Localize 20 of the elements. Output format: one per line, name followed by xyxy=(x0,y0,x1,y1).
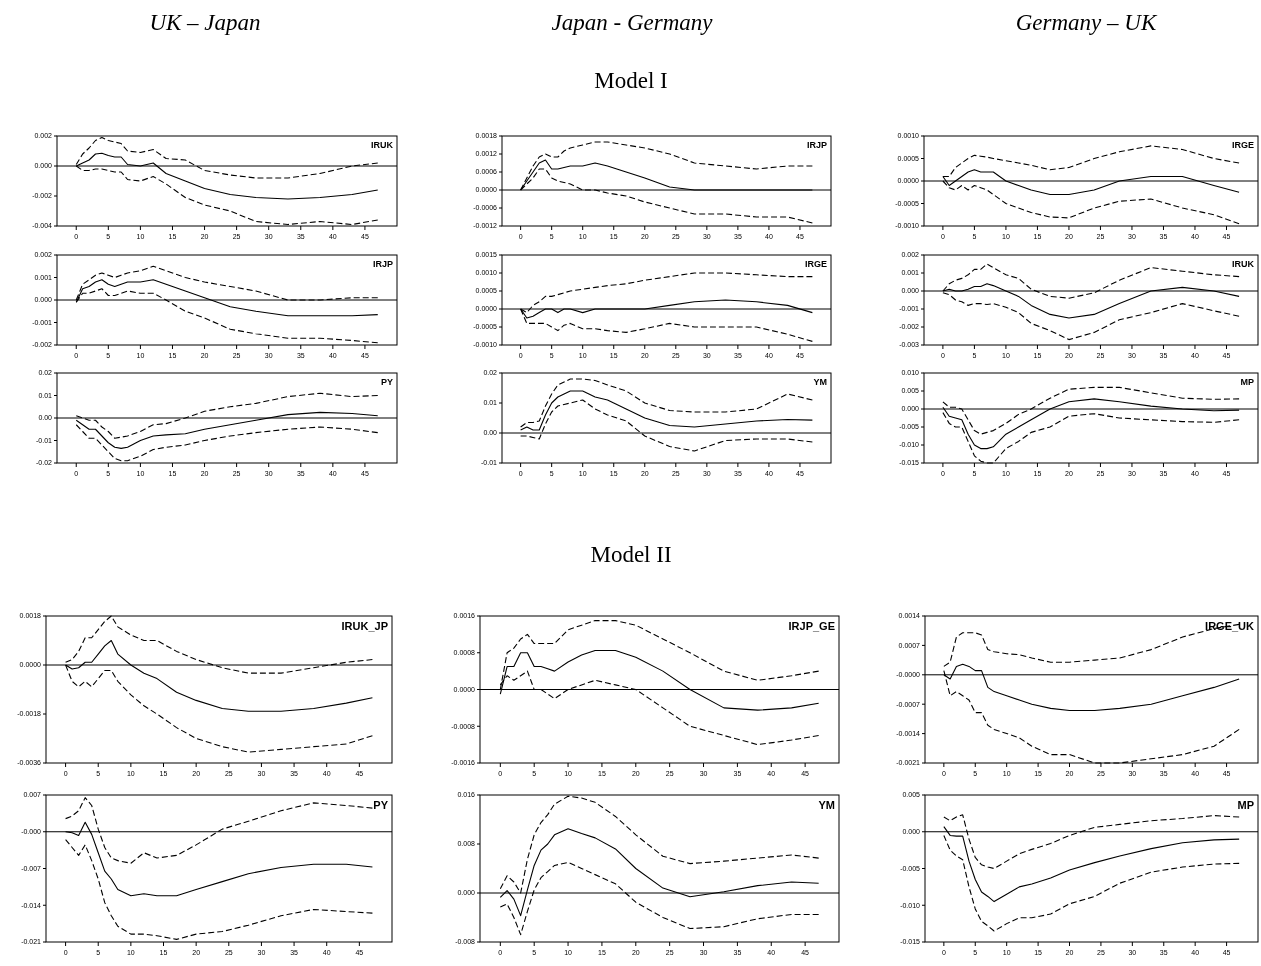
text: Model II xyxy=(590,542,672,567)
chart-title: PY xyxy=(380,377,393,387)
chart-title: IRJP xyxy=(372,259,393,269)
chart-title: IRJP_GE xyxy=(788,620,835,632)
chart-title: YM xyxy=(813,377,827,387)
chart-title: IRGE_UK xyxy=(1205,620,1255,632)
text: Japan - Germany xyxy=(551,10,714,35)
text: Germany – UK xyxy=(1015,10,1158,35)
chart-title: IRUK xyxy=(371,140,394,150)
chart-title: IRUK_JP xyxy=(341,620,388,632)
chart-title: IRJP xyxy=(806,140,827,150)
text: Model I xyxy=(594,68,668,93)
text: UK – Japan xyxy=(149,10,261,35)
chart-title: PY xyxy=(373,799,389,811)
chart-title: MP xyxy=(1237,799,1254,811)
chart-title: IRGE xyxy=(804,259,827,269)
chart-title: MP xyxy=(1240,377,1254,387)
chart-title: IRUK xyxy=(1232,259,1255,269)
chart-title: IRGE xyxy=(1231,140,1254,150)
chart-title: YM xyxy=(818,799,835,811)
